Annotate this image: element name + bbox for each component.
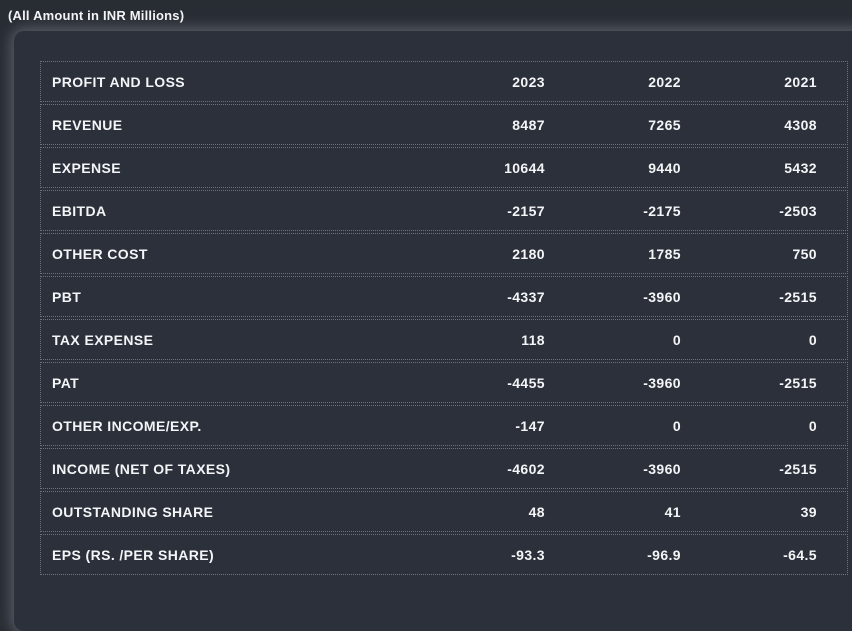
row-label: OUTSTANDING SHARE bbox=[52, 503, 214, 520]
row-value-2021: -2515 bbox=[779, 288, 817, 305]
row-value-2023: 2180 bbox=[512, 245, 545, 262]
table-body: REVENUE 8487 7265 4308 EXPENSE 10644 944… bbox=[40, 104, 848, 575]
row-value-2022: -2175 bbox=[643, 202, 681, 219]
row-value-2023: -4602 bbox=[507, 460, 545, 477]
row-value-2023: -2157 bbox=[507, 202, 545, 219]
row-value-2023: 118 bbox=[521, 331, 545, 348]
row-label: TAX EXPENSE bbox=[52, 331, 154, 348]
row-value-2023: -4337 bbox=[507, 288, 545, 305]
row-value-2023: 10644 bbox=[504, 159, 545, 176]
row-label: EXPENSE bbox=[52, 159, 121, 176]
row-value-2022: 41 bbox=[664, 503, 681, 520]
row-value-2023: -147 bbox=[515, 417, 545, 434]
row-value-2023: -93.3 bbox=[511, 546, 545, 563]
table-header-row: PROFIT AND LOSS 2023 2022 2021 bbox=[40, 61, 848, 102]
row-label: REVENUE bbox=[52, 116, 123, 133]
row-value-2022: -96.9 bbox=[647, 546, 681, 563]
row-value-2021: 39 bbox=[800, 503, 817, 520]
row-label: INCOME (NET OF TAXES) bbox=[52, 460, 231, 477]
row-value-2022: -3960 bbox=[643, 288, 681, 305]
row-value-2022: 1785 bbox=[648, 245, 681, 262]
row-label: EBITDA bbox=[52, 202, 107, 219]
row-value-2023: -4455 bbox=[507, 374, 545, 391]
row-label: OTHER INCOME/EXP. bbox=[52, 417, 202, 434]
row-label: EPS (RS. /PER SHARE) bbox=[52, 546, 215, 563]
table-row: EXPENSE 10644 9440 5432 bbox=[40, 147, 848, 188]
table-row: EBITDA -2157 -2175 -2503 bbox=[40, 190, 848, 231]
row-value-2021: 0 bbox=[808, 331, 817, 348]
year-column-header: 2022 bbox=[648, 73, 681, 90]
table-row: PBT -4337 -3960 -2515 bbox=[40, 276, 848, 317]
units-note: (All Amount in INR Millions) bbox=[8, 8, 185, 23]
row-value-2021: -2503 bbox=[779, 202, 817, 219]
year-column-header: 2023 bbox=[512, 73, 545, 90]
table-row: EPS (RS. /PER SHARE) -93.3 -96.9 -64.5 bbox=[40, 534, 848, 575]
profit-and-loss-table: PROFIT AND LOSS 2023 2022 2021 REVENUE 8… bbox=[40, 61, 848, 577]
row-value-2021: 0 bbox=[808, 417, 817, 434]
table-title: PROFIT AND LOSS bbox=[52, 73, 186, 90]
row-label: OTHER COST bbox=[52, 245, 148, 262]
row-value-2022: 9440 bbox=[648, 159, 681, 176]
table-row: OTHER COST 2180 1785 750 bbox=[40, 233, 848, 274]
table-row: OTHER INCOME/EXP. -147 0 0 bbox=[40, 405, 848, 446]
row-value-2023: 48 bbox=[528, 503, 545, 520]
row-value-2021: -2515 bbox=[779, 374, 817, 391]
row-value-2023: 8487 bbox=[512, 116, 545, 133]
row-value-2021: -64.5 bbox=[783, 546, 817, 563]
row-value-2022: -3960 bbox=[643, 374, 681, 391]
row-value-2021: 4308 bbox=[784, 116, 817, 133]
row-value-2022: -3960 bbox=[643, 460, 681, 477]
row-value-2021: -2515 bbox=[779, 460, 817, 477]
year-column-header: 2021 bbox=[784, 73, 817, 90]
row-value-2022: 7265 bbox=[648, 116, 681, 133]
row-value-2022: 0 bbox=[672, 417, 681, 434]
report-card: PROFIT AND LOSS 2023 2022 2021 REVENUE 8… bbox=[14, 31, 852, 631]
row-label: PBT bbox=[52, 288, 82, 305]
row-value-2021: 750 bbox=[792, 245, 817, 262]
row-label: PAT bbox=[52, 374, 80, 391]
row-value-2022: 0 bbox=[672, 331, 681, 348]
table-row: PAT -4455 -3960 -2515 bbox=[40, 362, 848, 403]
row-value-2021: 5432 bbox=[784, 159, 817, 176]
table-row: OUTSTANDING SHARE 48 41 39 bbox=[40, 491, 848, 532]
table-row: TAX EXPENSE 118 0 0 bbox=[40, 319, 848, 360]
table-row: INCOME (NET OF TAXES) -4602 -3960 -2515 bbox=[40, 448, 848, 489]
table-row: REVENUE 8487 7265 4308 bbox=[40, 104, 848, 145]
